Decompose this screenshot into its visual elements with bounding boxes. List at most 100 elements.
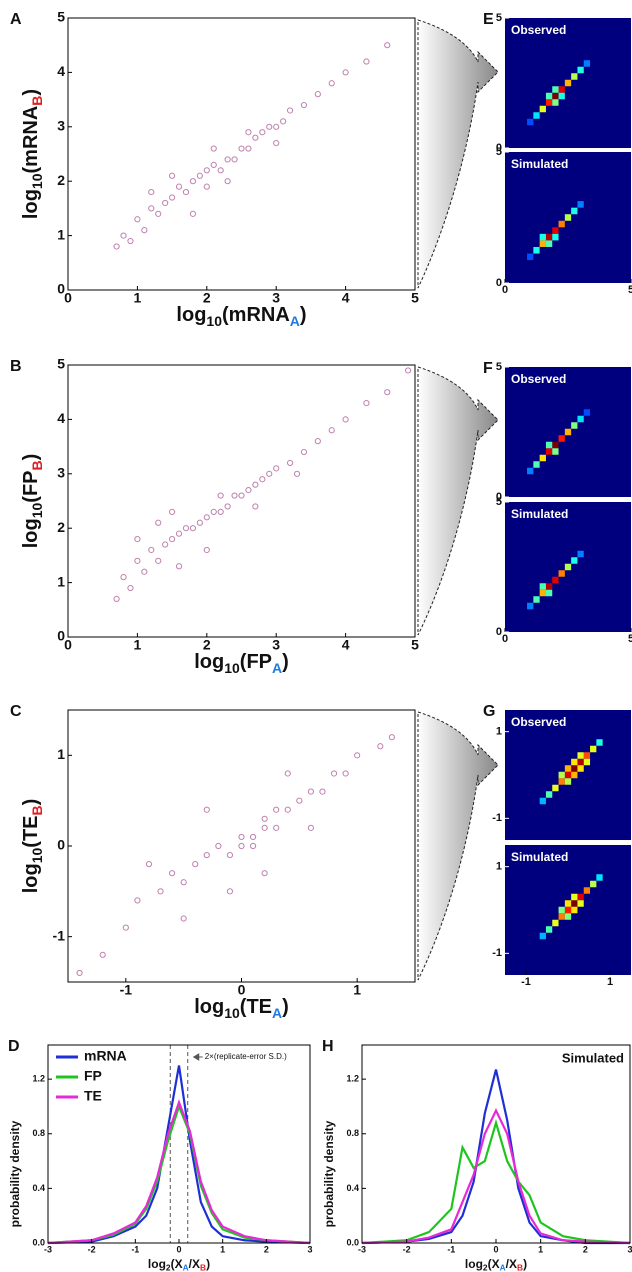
label-part: ) [282,651,289,673]
point [203,546,210,554]
heatmap-title: Observed [511,372,566,386]
x-tick-label: 0 [64,290,72,306]
y-tick-label: 0.4 [346,1183,359,1193]
point [354,752,361,759]
point [261,870,268,877]
x-tick-label: 3 [627,1244,632,1254]
heatmap-cell [577,758,584,766]
heatmap-cell [558,220,565,228]
x-tick-label: 4 [342,637,350,653]
point [314,438,321,445]
heatmap-cell [552,919,559,927]
point [217,508,224,515]
point [231,156,238,163]
heatmap-cell [564,906,572,914]
heatmap-cell [539,583,546,590]
point [252,503,259,510]
point [286,107,294,114]
label-part: 2 [166,1263,171,1272]
heatmap-cell [571,207,578,215]
y-tick-label: 1 [57,573,65,589]
label-part: A [183,1263,189,1272]
point [120,232,127,239]
plot-frame [361,1044,631,1244]
label-part: (mRNA [20,106,42,174]
label-part: log [20,863,42,893]
point [180,915,187,922]
label-part: (FP [20,471,42,503]
point [224,156,231,163]
point [273,123,280,130]
y-tick-label: 4 [57,410,65,426]
x-tick-label: 2 [203,637,211,653]
y-tick-label: 0.8 [346,1128,359,1138]
axis-label: log2(XA/XB) [465,1257,527,1272]
point [328,80,335,87]
x-tick-label: 1 [353,982,361,998]
y-tick-label: 1 [496,861,502,873]
panel-letter: C [10,703,22,720]
y-tick-label: 0 [57,628,65,644]
y-tick-label: 3 [57,465,65,481]
label-part: (X [488,1257,500,1271]
y-tick-label: 0.8 [32,1128,45,1138]
y-tick-label: 5 [57,9,65,25]
y-tick-label: 2 [57,172,65,188]
x-tick-label: 0 [176,1244,181,1254]
label-part: B [29,460,45,470]
point [155,519,162,526]
label-part: ) [282,996,289,1018]
y-tick-label: -1 [492,947,502,959]
heatmap-cell [571,771,578,779]
label-part: ) [20,89,42,96]
heatmap-cell [533,246,540,254]
heatmap-cell [527,602,534,610]
point [175,183,183,190]
point [266,470,273,477]
point [224,503,231,510]
y-tick-label: 0 [57,281,65,297]
panel-letter: G [483,703,495,720]
heatmap-cell [571,73,578,80]
point [217,167,224,174]
x-tick-label: 0 [502,633,508,645]
panel-letter: A [10,11,22,28]
heatmap-cell [539,932,546,940]
arrow [417,19,499,289]
heatmap-cell [583,758,591,766]
heatmap-cell [577,900,584,907]
x-tick-label: -1 [447,1244,455,1254]
point [273,140,280,147]
x-tick-label: 1 [134,637,142,653]
heatmap-cell [545,448,553,455]
point [388,734,395,741]
heatmap-cell [558,778,565,785]
y-tick-label: 0 [57,837,65,853]
y-tick-label: 0.0 [32,1237,45,1247]
point [113,595,120,603]
label-part: ) [206,1257,210,1271]
legend-label: TE [84,1088,102,1104]
point [189,178,197,185]
heatmap-cell [533,596,540,603]
heatmap-cell [564,79,572,87]
point [273,465,280,472]
point [210,161,217,168]
y-tick-label: 0 [496,142,502,154]
point [245,145,252,152]
heatmap-cell [545,233,553,241]
y-tick-label: 5 [496,12,502,24]
heatmap-cell [583,752,591,759]
point [203,806,210,813]
series-line [47,1103,311,1245]
point [300,101,308,109]
label-part: (TE [240,996,272,1018]
point [148,205,155,212]
panel-letter: H [322,1038,334,1055]
point [293,470,301,477]
label-part: B [517,1263,523,1272]
heatmap-cell [545,99,553,106]
axis-label: probability density [322,1120,336,1227]
point [189,210,197,217]
heatmap-cell [552,233,559,241]
